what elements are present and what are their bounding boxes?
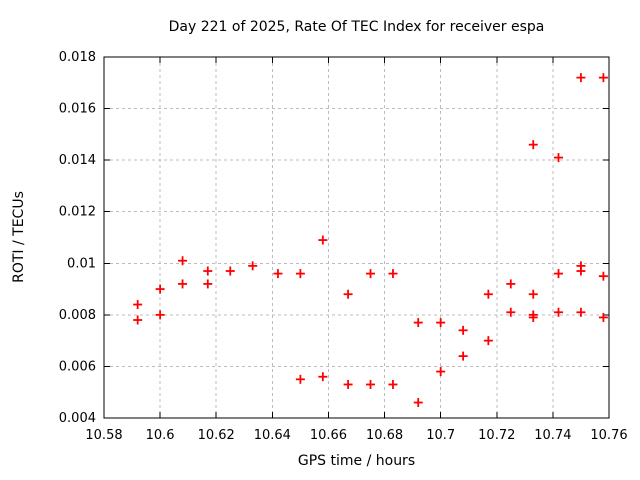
y-tick-label: 0.01 (67, 256, 96, 271)
y-tick-label: 0.008 (59, 308, 96, 323)
x-tick-label: 10.58 (85, 428, 122, 443)
x-tick-label: 10.7 (426, 428, 455, 443)
x-tick-label: 10.66 (310, 428, 347, 443)
x-tick-label: 10.62 (198, 428, 235, 443)
plot-border (103, 56, 610, 419)
y-tick-label: 0.006 (59, 359, 96, 374)
chart-title: Day 221 of 2025, Rate Of TEC Index for r… (168, 19, 545, 35)
x-tick-label: 10.68 (366, 428, 403, 443)
y-tick-label: 0.014 (59, 153, 96, 168)
y-tick-label: 0.004 (59, 411, 96, 426)
y-tick-label: 0.018 (59, 50, 96, 65)
y-tick-label: 0.016 (59, 102, 96, 117)
x-tick-label: 10.76 (590, 428, 627, 443)
x-tick-label: 10.6 (146, 428, 175, 443)
x-tick-label: 10.72 (478, 428, 515, 443)
y-tick-label: 0.012 (59, 205, 96, 220)
x-tick-label: 10.64 (254, 428, 291, 443)
x-tick-label: 10.74 (534, 428, 571, 443)
x-axis-label: GPS time / hours (297, 453, 416, 469)
